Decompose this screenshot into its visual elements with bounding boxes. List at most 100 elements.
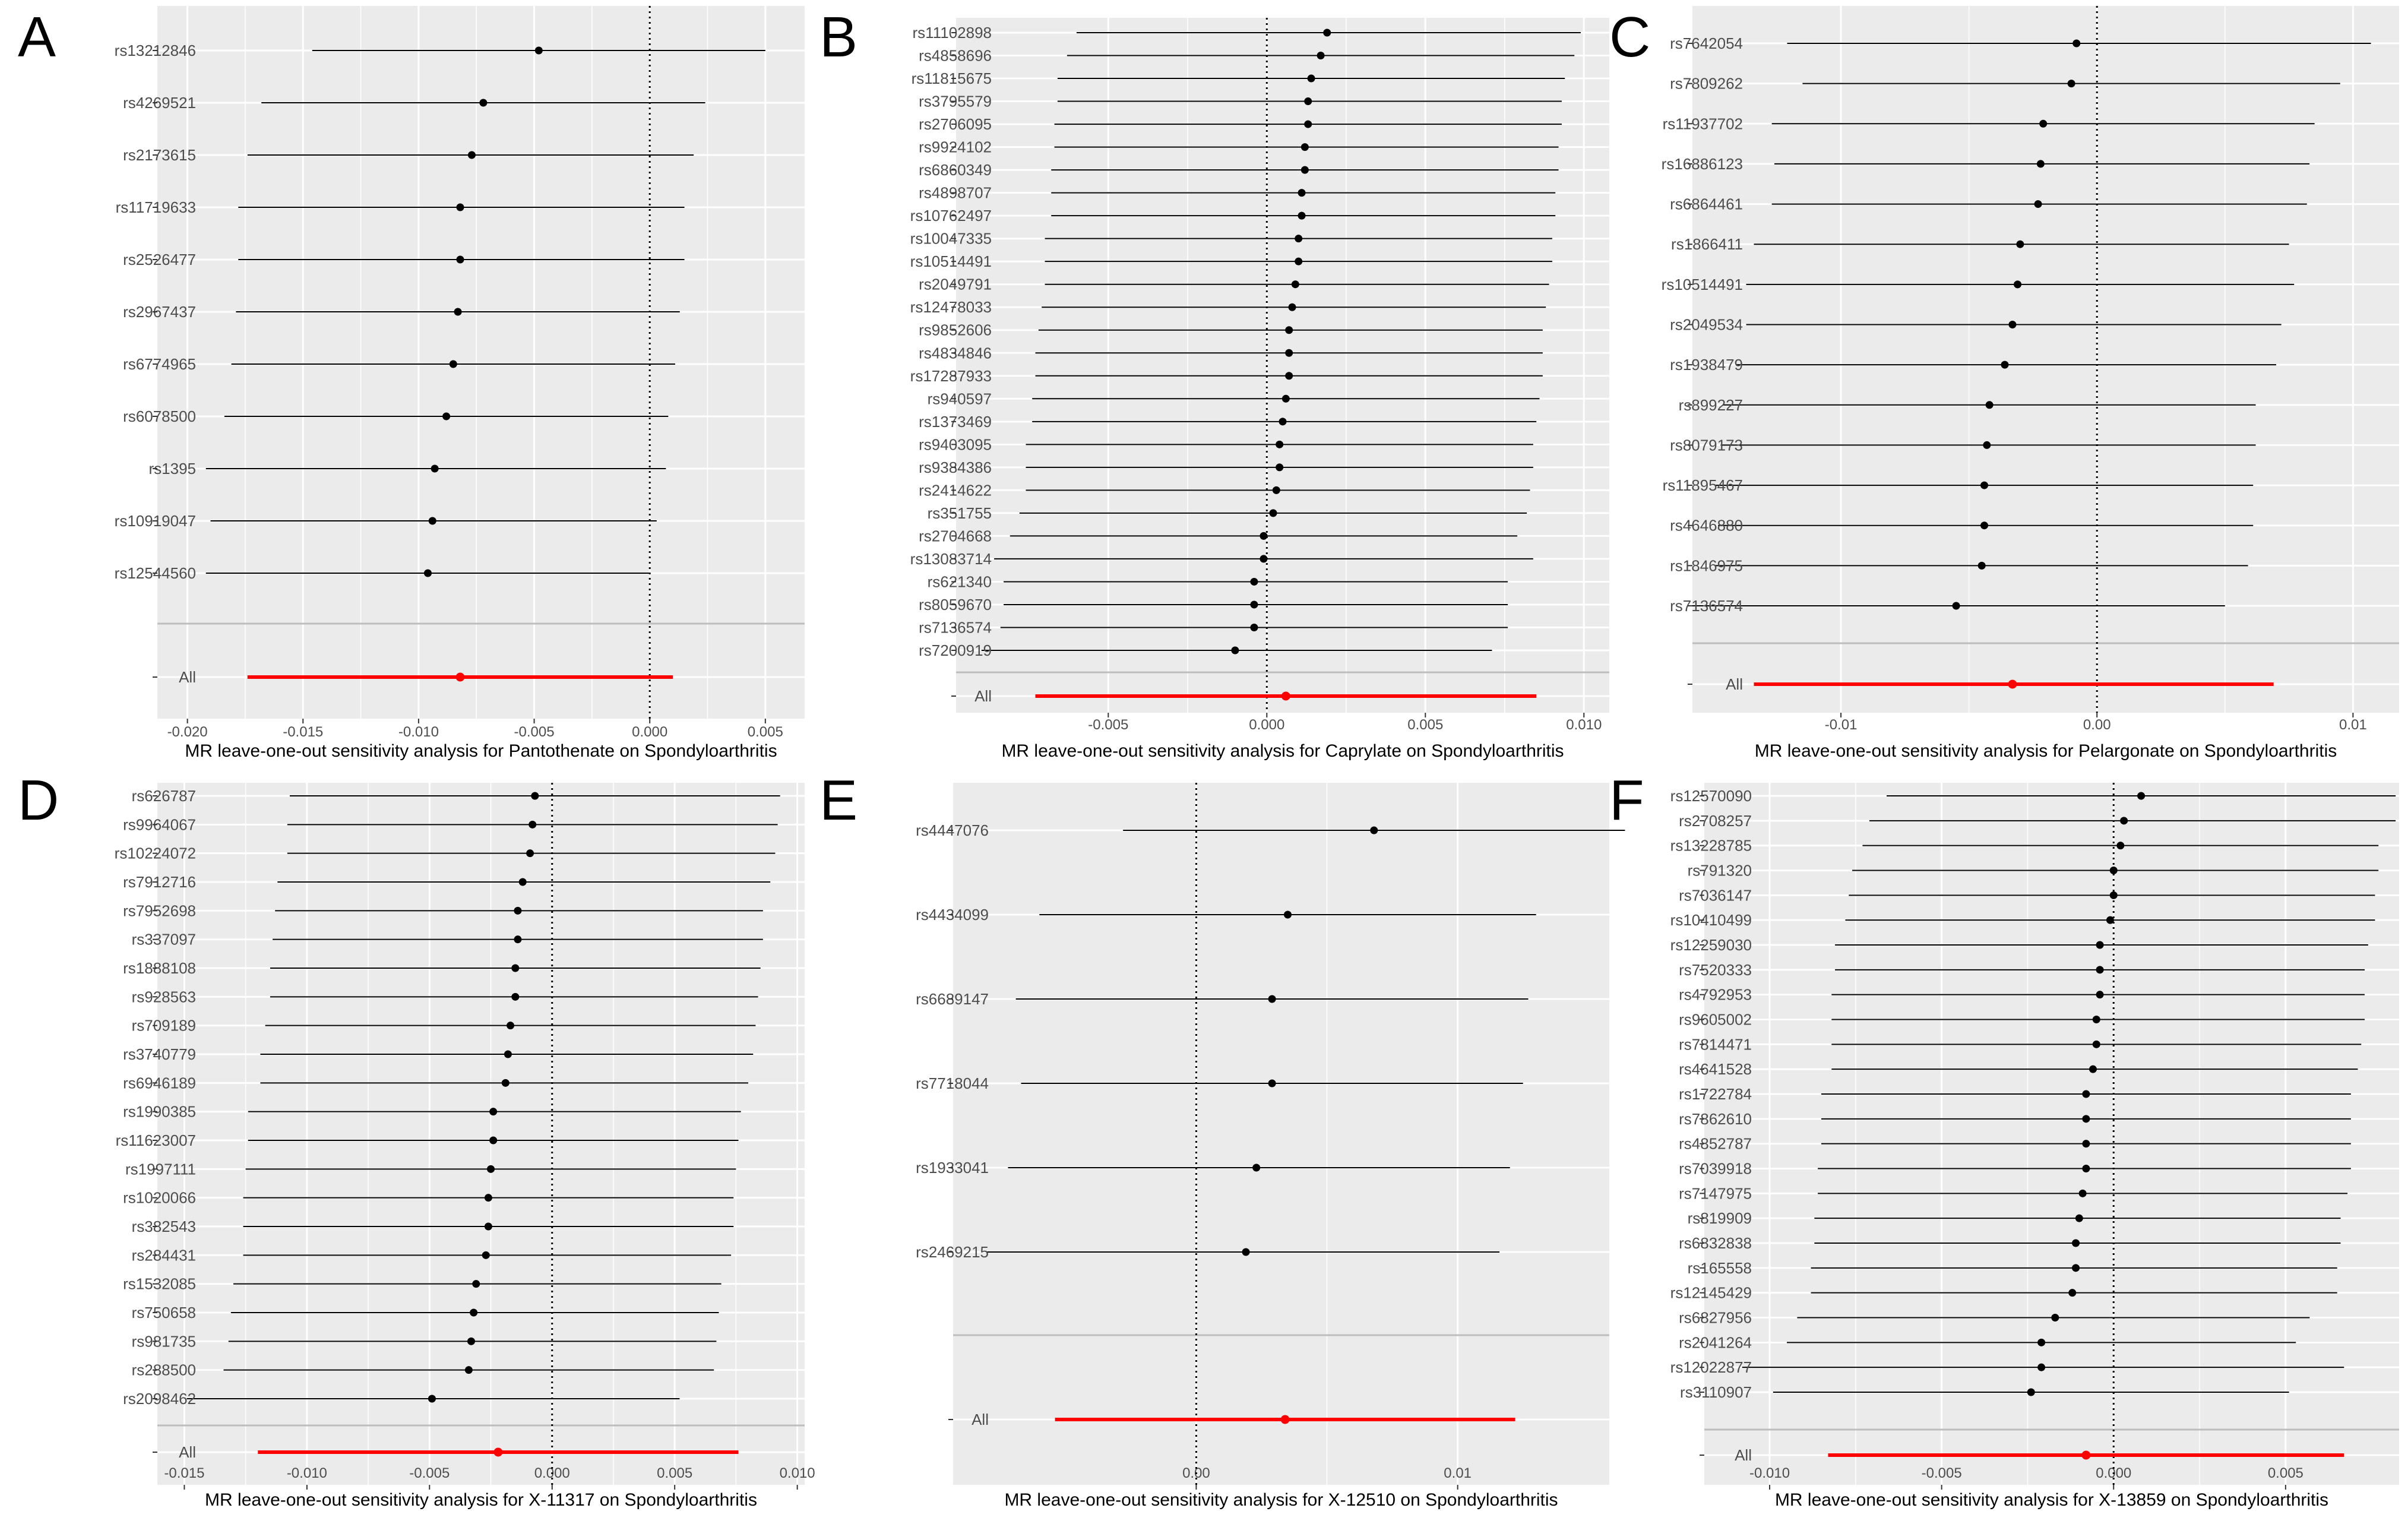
- snp-estimate-point: [1300, 143, 1309, 151]
- snp-estimate-point: [482, 1251, 490, 1259]
- plot-background: [1704, 783, 2399, 1485]
- snp-estimate-point: [484, 1222, 492, 1231]
- snp-estimate-point: [2008, 321, 2017, 328]
- snp-estimate-point: [456, 203, 464, 211]
- snp-estimate-point: [2096, 966, 2104, 974]
- snp-estimate-point: [2014, 280, 2022, 289]
- x-tick-label: -0.015: [164, 1465, 204, 1481]
- snp-estimate-point: [2016, 240, 2024, 248]
- snp-label: rs7520333: [1679, 961, 1752, 979]
- snp-estimate-point: [514, 935, 522, 944]
- snp-estimate-point: [1284, 910, 1292, 919]
- x-tick-label: -0.020: [167, 724, 208, 740]
- snp-estimate-point: [428, 1395, 436, 1403]
- snp-estimate-point: [2116, 842, 2125, 850]
- x-tick-label: 0.010: [780, 1465, 815, 1481]
- snp-estimate-point: [1977, 561, 1986, 570]
- snp-estimate-point: [2075, 1214, 2083, 1222]
- snp-label: rs2526477: [123, 251, 196, 268]
- panel-letter: F: [1609, 769, 1644, 832]
- snp-estimate-point: [2089, 1065, 2097, 1073]
- overall-label: All: [972, 1411, 989, 1428]
- snp-label: rs6832838: [1679, 1234, 1752, 1252]
- snp-label: rs10762497: [910, 207, 992, 225]
- overall-label: All: [179, 1443, 196, 1461]
- snp-estimate-point: [1985, 401, 1994, 409]
- snp-label: rs819909: [1688, 1209, 1752, 1227]
- snp-estimate-point: [1295, 257, 1303, 265]
- snp-estimate-point: [1242, 1248, 1250, 1256]
- x-tick-label: 0.010: [1566, 717, 1602, 733]
- snp-label: rs750658: [132, 1304, 196, 1321]
- snp-estimate-point: [518, 878, 527, 886]
- snp-label: rs981735: [132, 1332, 196, 1350]
- snp-estimate-point: [1252, 1164, 1261, 1172]
- panel-e: 0.00 0.01rs4447076rs4434099rs6689147rs771…: [819, 769, 1625, 1510]
- x-tick-label: -0.010: [398, 724, 439, 740]
- x-tick-label: -0.005: [409, 1465, 450, 1481]
- snp-estimate-point: [501, 1079, 510, 1087]
- snp-label: rs10514491: [910, 252, 992, 270]
- snp-label: rs2098462: [123, 1390, 196, 1408]
- snp-label: rs12570090: [1670, 787, 1752, 805]
- snp-estimate-point: [1285, 326, 1293, 334]
- panel-b: -0.005 0.000 0.005 0.010rs11102898rs4858696…: [819, 5, 1609, 761]
- overall-label: All: [1735, 1446, 1752, 1464]
- snp-estimate-point: [454, 308, 462, 316]
- plot-background: [157, 783, 805, 1485]
- x-axis-title: MR leave-one-out sensitivity analysis fo…: [1755, 741, 2337, 761]
- snp-label: rs791320: [1688, 862, 1752, 880]
- x-tick-label: 0.000: [632, 724, 667, 740]
- snp-label: rs1888108: [123, 959, 196, 977]
- snp-label: rs2967437: [123, 303, 196, 321]
- snp-label: rs621340: [928, 573, 992, 590]
- snp-label: rs626787: [132, 787, 196, 805]
- snp-label: rs6774965: [123, 355, 196, 373]
- snp-estimate-point: [467, 1337, 475, 1345]
- snp-estimate-point: [449, 360, 457, 368]
- snp-estimate-point: [1250, 600, 1258, 609]
- overall-estimate-point: [1281, 691, 1290, 701]
- snp-label: rs3740779: [123, 1045, 196, 1063]
- snp-label: rs7952698: [123, 902, 196, 919]
- snp-label: rs1846975: [1670, 557, 1743, 574]
- snp-estimate-point: [1279, 418, 1287, 426]
- x-tick-label: 0.01: [1444, 1465, 1472, 1481]
- snp-label: rs284431: [132, 1246, 196, 1264]
- snp-label: rs2173615: [123, 146, 196, 164]
- x-tick-label: -0.010: [287, 1465, 327, 1481]
- snp-estimate-point: [467, 151, 476, 159]
- overall-label: All: [1726, 675, 1743, 693]
- snp-label: rs1866411: [1671, 235, 1743, 253]
- snp-label: rs1020066: [123, 1189, 196, 1207]
- snp-estimate-point: [2034, 200, 2042, 208]
- snp-estimate-point: [1269, 509, 1277, 517]
- snp-estimate-point: [2027, 1388, 2035, 1396]
- snp-estimate-point: [2106, 916, 2114, 924]
- snp-estimate-point: [531, 792, 539, 800]
- snp-label: rs13083714: [910, 550, 992, 568]
- snp-label: rs13228785: [1670, 837, 1752, 855]
- snp-estimate-point: [1317, 52, 1325, 60]
- snp-estimate-point: [2109, 891, 2118, 899]
- x-tick-label: 0.000: [1249, 717, 1284, 733]
- snp-estimate-point: [456, 255, 464, 264]
- snp-estimate-point: [2001, 361, 2009, 369]
- panel-d: -0.015 -0.010 -0.005 0.000 0.005 0.010rs62678…: [18, 769, 815, 1510]
- snp-label: rs2049534: [1670, 316, 1743, 334]
- panel-letter: E: [819, 769, 857, 832]
- snp-label: rs1938479: [1670, 356, 1743, 374]
- snp-estimate-point: [470, 1308, 478, 1317]
- x-tick-label: -0.015: [283, 724, 323, 740]
- snp-estimate-point: [1250, 623, 1258, 631]
- snp-estimate-point: [1276, 463, 1284, 472]
- snp-estimate-point: [2067, 80, 2075, 88]
- snp-label: rs4792953: [1679, 986, 1752, 1004]
- panel-letter: A: [18, 5, 56, 69]
- panel-a: -0.020 -0.015 -0.010 -0.005 0.000 0.005rs1321…: [18, 5, 805, 761]
- snp-estimate-point: [1370, 826, 1378, 834]
- x-tick-label: 0.005: [1407, 717, 1443, 733]
- x-axis-title: MR leave-one-out sensitivity analysis fo…: [1775, 1490, 2328, 1510]
- snp-estimate-point: [2092, 1040, 2100, 1048]
- plot-background: [953, 783, 1609, 1485]
